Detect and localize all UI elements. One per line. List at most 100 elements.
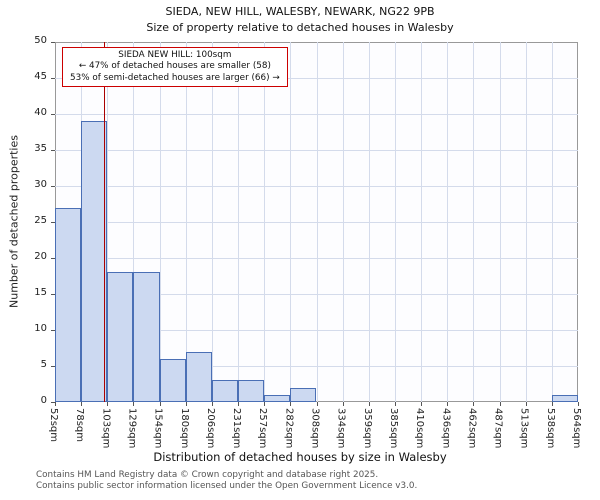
histogram-bar — [133, 272, 160, 402]
grid-line-vertical — [185, 42, 187, 402]
x-tick-mark — [342, 402, 344, 406]
grid-line-vertical — [473, 42, 475, 402]
x-tick-label: 436sqm — [440, 408, 452, 449]
grid-line-vertical — [264, 42, 266, 402]
y-tick-label: 10 — [34, 323, 47, 334]
x-tick-mark — [81, 402, 83, 406]
x-tick-mark — [525, 402, 527, 406]
grid-line-vertical — [133, 42, 135, 402]
histogram-bar — [264, 394, 291, 402]
histogram-bar — [107, 272, 134, 402]
y-tick-mark — [51, 330, 55, 331]
x-tick-mark — [447, 402, 449, 406]
y-tick-mark — [51, 402, 55, 403]
x-tick-label: 180sqm — [178, 408, 190, 449]
grid-line-vertical — [499, 42, 501, 402]
y-tick-label: 30 — [34, 179, 47, 190]
x-tick-mark — [133, 402, 135, 406]
x-tick-mark — [159, 402, 161, 406]
chart-title: SIEDA, NEW HILL, WALESBY, NEWARK, NG22 9… — [165, 5, 435, 18]
histogram-bar — [55, 207, 82, 402]
y-tick-mark — [51, 42, 55, 43]
histogram-bar — [551, 394, 578, 402]
y-tick-mark — [51, 222, 55, 223]
y-tick-mark — [51, 114, 55, 115]
x-tick-mark — [421, 402, 423, 406]
x-tick-mark — [238, 402, 240, 406]
footer-line-1: Contains HM Land Registry data © Crown c… — [36, 470, 379, 480]
x-tick-mark — [290, 402, 292, 406]
x-tick-label: 129sqm — [126, 408, 138, 449]
x-tick-mark — [551, 402, 553, 406]
annotation-line-3: 53% of semi-detached houses are larger (… — [70, 72, 280, 83]
x-tick-label: 538sqm — [544, 408, 556, 449]
y-tick-label: 25 — [34, 215, 47, 226]
grid-line-vertical — [238, 42, 240, 402]
x-tick-mark — [316, 402, 318, 406]
footer-line-2: Contains public sector information licen… — [36, 480, 418, 491]
grid-line-vertical — [447, 42, 449, 402]
x-tick-label: 154sqm — [152, 408, 164, 449]
x-tick-label: 487sqm — [492, 408, 504, 449]
x-tick-mark — [185, 402, 187, 406]
histogram-bar — [81, 121, 108, 402]
y-tick-label: 45 — [34, 71, 47, 82]
histogram-bar — [238, 380, 265, 402]
grid-line-vertical — [342, 42, 344, 402]
x-tick-mark — [107, 402, 109, 406]
histogram-bar — [185, 351, 212, 402]
grid-line-vertical — [368, 42, 370, 402]
chart-subtitle: Size of property relative to detached ho… — [146, 21, 454, 34]
y-tick-mark — [51, 258, 55, 259]
x-tick-mark — [211, 402, 213, 406]
y-tick-label: 20 — [34, 251, 47, 262]
annotation-box: SIEDA NEW HILL: 100sqm ← 47% of detached… — [62, 47, 288, 88]
grid-line-vertical — [525, 42, 527, 402]
x-tick-label: 52sqm — [48, 408, 59, 443]
x-tick-label: 231sqm — [231, 408, 243, 449]
y-tick-label: 50 — [34, 35, 47, 46]
x-tick-mark — [264, 402, 266, 406]
x-tick-label: 334sqm — [335, 408, 347, 449]
y-tick-label: 0 — [40, 395, 47, 406]
x-tick-label: 206sqm — [204, 408, 216, 449]
x-tick-mark — [499, 402, 501, 406]
grid-line-vertical — [316, 42, 318, 402]
x-tick-label: 564sqm — [571, 408, 582, 449]
histogram-bar — [159, 358, 186, 402]
y-tick-mark — [51, 78, 55, 79]
marker-line — [104, 42, 106, 402]
x-tick-label: 282sqm — [283, 408, 295, 449]
x-tick-label: 78sqm — [74, 408, 86, 443]
grid-line-vertical — [421, 42, 423, 402]
y-tick-mark — [51, 294, 55, 295]
x-tick-label: 513sqm — [518, 408, 530, 449]
histogram-bar — [211, 380, 239, 402]
x-tick-label: 257sqm — [257, 408, 269, 449]
y-tick-label: 15 — [34, 287, 47, 298]
x-tick-mark — [394, 402, 396, 406]
y-tick-mark — [51, 150, 55, 151]
y-tick-mark — [51, 366, 55, 367]
y-tick-mark — [51, 186, 55, 187]
annotation-line-2: ← 47% of detached houses are smaller (58… — [78, 61, 271, 72]
x-tick-label: 359sqm — [361, 408, 373, 449]
x-tick-mark — [578, 402, 579, 406]
x-tick-label: 462sqm — [466, 408, 478, 449]
x-tick-mark — [368, 402, 370, 406]
x-tick-label: 410sqm — [414, 408, 426, 449]
x-tick-mark — [473, 402, 475, 406]
grid-line-vertical — [394, 42, 396, 402]
y-tick-label: 40 — [34, 107, 47, 118]
x-tick-label: 385sqm — [387, 408, 399, 449]
grid-line-vertical — [107, 42, 109, 402]
y-tick-label: 5 — [40, 359, 47, 370]
x-tick-mark — [55, 402, 56, 406]
footer: Contains HM Land Registry data © Crown c… — [36, 470, 417, 492]
histogram-bar — [290, 387, 317, 402]
grid-line-vertical — [551, 42, 553, 402]
grid-line-vertical — [211, 42, 213, 402]
grid-line-vertical — [159, 42, 161, 402]
grid-line-vertical — [290, 42, 292, 402]
